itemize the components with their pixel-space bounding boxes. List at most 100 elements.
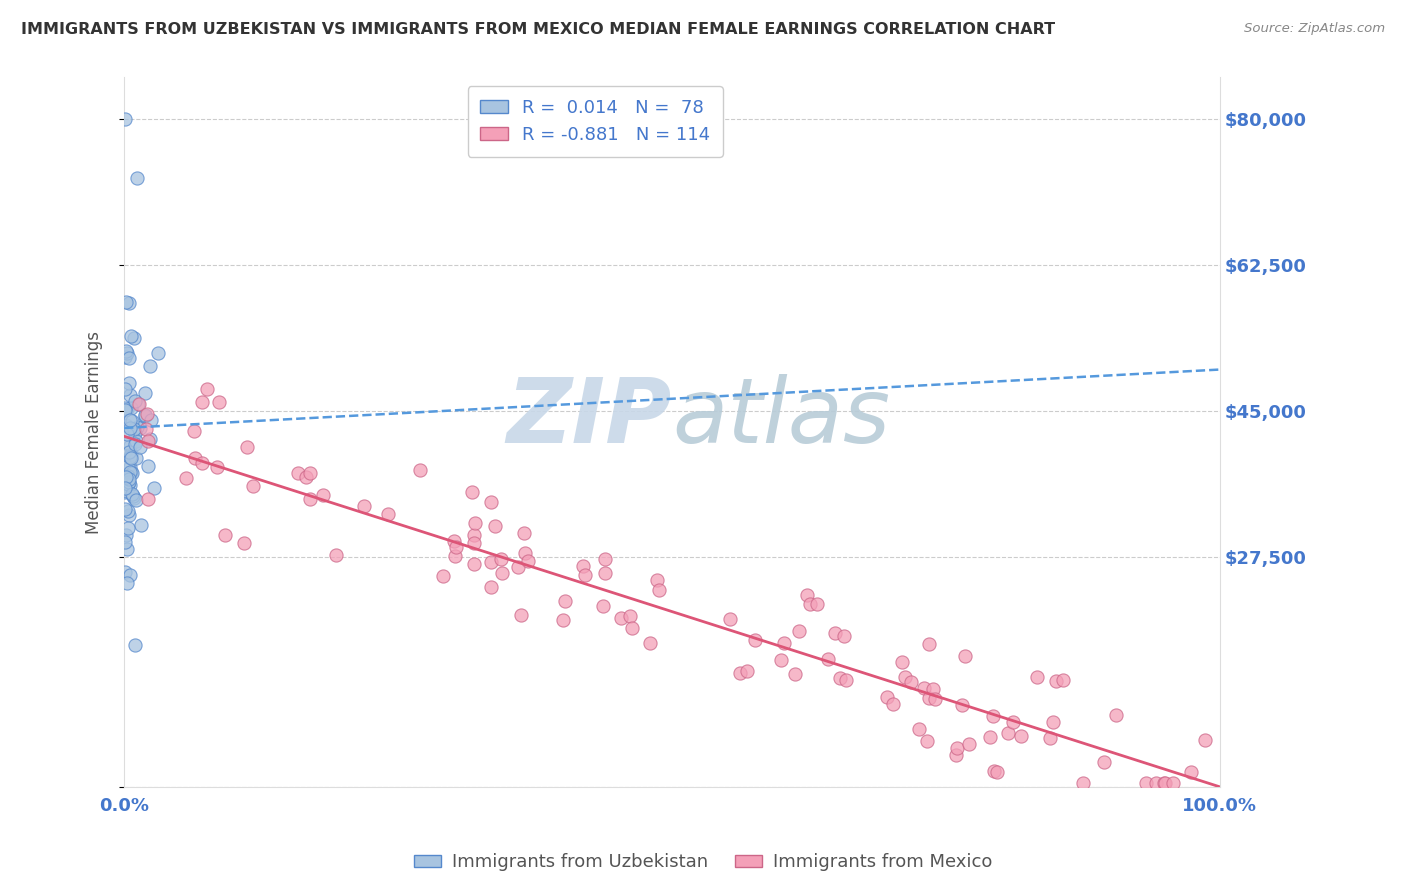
Point xyxy=(918,638,941,652)
Point xyxy=(129,421,152,435)
Point xyxy=(114,565,136,579)
Point xyxy=(353,499,375,513)
Point xyxy=(882,697,904,711)
Point xyxy=(136,459,159,474)
Point xyxy=(770,653,793,667)
Point xyxy=(1071,775,1094,789)
Point xyxy=(118,351,141,365)
Point xyxy=(124,425,146,440)
Point xyxy=(735,664,758,678)
Point xyxy=(1153,775,1175,789)
Point xyxy=(728,665,751,680)
Point xyxy=(515,546,537,560)
Point xyxy=(783,667,806,681)
Point xyxy=(773,636,796,650)
Point xyxy=(444,540,467,554)
Point xyxy=(1153,775,1175,789)
Point xyxy=(118,568,141,582)
Point xyxy=(115,418,138,433)
Text: IMMIGRANTS FROM UZBEKISTAN VS IMMIGRANTS FROM MEXICO MEDIAN FEMALE EARNINGS CORR: IMMIGRANTS FROM UZBEKISTAN VS IMMIGRANTS… xyxy=(21,22,1056,37)
Point xyxy=(1135,775,1157,789)
Point xyxy=(117,521,139,535)
Point xyxy=(115,343,138,358)
Text: atlas: atlas xyxy=(672,374,890,462)
Point xyxy=(118,508,141,522)
Point xyxy=(900,674,922,689)
Point xyxy=(957,737,980,751)
Point xyxy=(832,629,855,643)
Point xyxy=(125,451,148,466)
Point xyxy=(117,576,139,591)
Point xyxy=(136,491,159,506)
Point xyxy=(917,734,939,748)
Point xyxy=(1010,729,1032,743)
Point xyxy=(122,491,145,505)
Point xyxy=(214,528,236,542)
Point xyxy=(463,536,485,550)
Point xyxy=(945,741,967,756)
Point xyxy=(463,557,485,571)
Point xyxy=(824,625,846,640)
Point xyxy=(1026,670,1049,684)
Point xyxy=(506,560,529,574)
Point xyxy=(986,765,1008,780)
Point xyxy=(118,421,141,435)
Point xyxy=(117,542,139,557)
Point xyxy=(117,458,139,473)
Point xyxy=(122,331,145,345)
Point xyxy=(1180,764,1202,779)
Point xyxy=(592,599,614,613)
Point xyxy=(299,466,322,480)
Point xyxy=(876,690,898,704)
Point xyxy=(593,566,616,581)
Point xyxy=(484,519,506,533)
Y-axis label: Median Female Earnings: Median Female Earnings xyxy=(86,331,103,533)
Point xyxy=(647,583,669,598)
Point xyxy=(114,502,136,516)
Point xyxy=(146,346,169,360)
Point xyxy=(118,444,141,458)
Text: Source: ZipAtlas.com: Source: ZipAtlas.com xyxy=(1244,22,1385,36)
Point xyxy=(789,624,811,638)
Point xyxy=(114,350,136,364)
Point xyxy=(981,708,1004,723)
Point xyxy=(574,568,596,582)
Point xyxy=(443,534,465,549)
Point xyxy=(979,730,1001,744)
Point xyxy=(298,491,321,506)
Point xyxy=(118,450,141,464)
Point xyxy=(183,425,205,439)
Point xyxy=(117,504,139,518)
Point xyxy=(121,413,143,427)
Point xyxy=(718,612,741,626)
Point xyxy=(122,489,145,503)
Point xyxy=(1045,674,1067,689)
Point xyxy=(115,345,138,359)
Point xyxy=(122,424,145,438)
Point xyxy=(479,495,502,509)
Point xyxy=(553,613,575,627)
Point xyxy=(117,476,139,491)
Point xyxy=(195,383,218,397)
Point xyxy=(205,460,228,475)
Point xyxy=(120,465,142,479)
Point xyxy=(890,655,912,669)
Point xyxy=(134,386,156,401)
Point xyxy=(516,554,538,568)
Point xyxy=(1052,673,1074,687)
Point xyxy=(118,477,141,491)
Point xyxy=(621,621,644,635)
Point xyxy=(924,692,946,706)
Point xyxy=(242,479,264,493)
Point xyxy=(141,413,163,427)
Point xyxy=(125,420,148,434)
Point xyxy=(118,295,141,310)
Point xyxy=(127,397,149,411)
Point xyxy=(835,673,858,687)
Point xyxy=(115,470,138,484)
Point xyxy=(134,408,156,422)
Point xyxy=(377,508,399,522)
Point xyxy=(463,528,485,542)
Point xyxy=(1092,756,1115,770)
Point xyxy=(115,295,138,310)
